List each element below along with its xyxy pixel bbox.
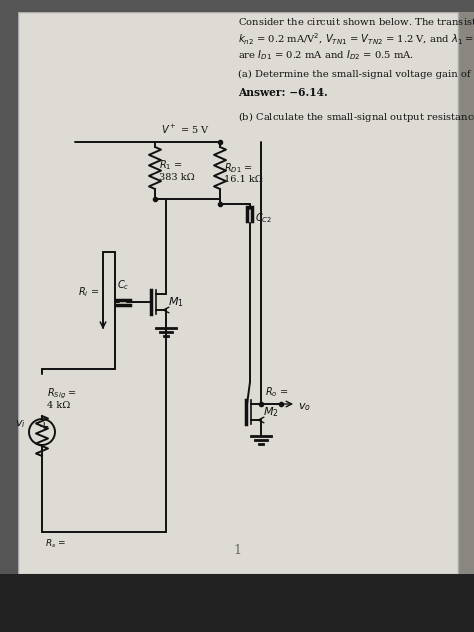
FancyBboxPatch shape	[0, 574, 474, 632]
Text: $M_1$: $M_1$	[168, 295, 184, 309]
Text: $R_i$ =: $R_i$ =	[78, 285, 99, 299]
Text: (b) Calculate the small-signal output resistance $R_o$. Answer: 1.32 kΩ.: (b) Calculate the small-signal output re…	[238, 110, 474, 124]
FancyBboxPatch shape	[18, 12, 458, 574]
Text: Answer: −6.14.: Answer: −6.14.	[238, 87, 328, 98]
Text: $M_2$: $M_2$	[263, 405, 279, 419]
Text: $C_{C2}$: $C_{C2}$	[255, 211, 272, 225]
Text: 4 kΩ: 4 kΩ	[47, 401, 70, 411]
Text: 1: 1	[233, 544, 241, 557]
Text: 383 kΩ: 383 kΩ	[159, 173, 195, 181]
Text: $R_1$ =: $R_1$ =	[159, 158, 182, 172]
FancyBboxPatch shape	[0, 12, 18, 574]
Text: (a) Determine the small-signal voltage gain of the given multistage amplifier.: (a) Determine the small-signal voltage g…	[238, 70, 474, 79]
Text: $C_c$: $C_c$	[117, 278, 129, 292]
Text: $k_{n2}$ = 0.2 mA/V$^2$, $V_{TN1}$ = $V_{TN2}$ = 1.2 V, and $\lambda_1$ = $\lamb: $k_{n2}$ = 0.2 mA/V$^2$, $V_{TN1}$ = $V_…	[238, 31, 474, 47]
Text: $R_s$ =: $R_s$ =	[45, 537, 66, 549]
Text: $v_i$: $v_i$	[15, 418, 26, 430]
Text: $R_{D1}$ =: $R_{D1}$ =	[224, 161, 253, 175]
Text: $R_o$ =: $R_o$ =	[265, 385, 289, 399]
Text: $V^+$ = 5 V: $V^+$ = 5 V	[161, 123, 210, 136]
Text: are $I_{D1}$ = 0.2 mA and $I_{D2}$ = 0.5 mA.: are $I_{D1}$ = 0.2 mA and $I_{D2}$ = 0.5…	[238, 48, 414, 62]
Text: $R_{Sig}$ =: $R_{Sig}$ =	[47, 387, 77, 401]
FancyBboxPatch shape	[0, 0, 474, 12]
Text: +: +	[39, 420, 49, 434]
Text: $v_o$: $v_o$	[298, 401, 311, 413]
Text: 16.1 kΩ: 16.1 kΩ	[224, 176, 263, 185]
Text: Consider the circuit shown below. The transistor parameters are $k_{n1}$ = 0.5 m: Consider the circuit shown below. The tr…	[238, 14, 474, 30]
